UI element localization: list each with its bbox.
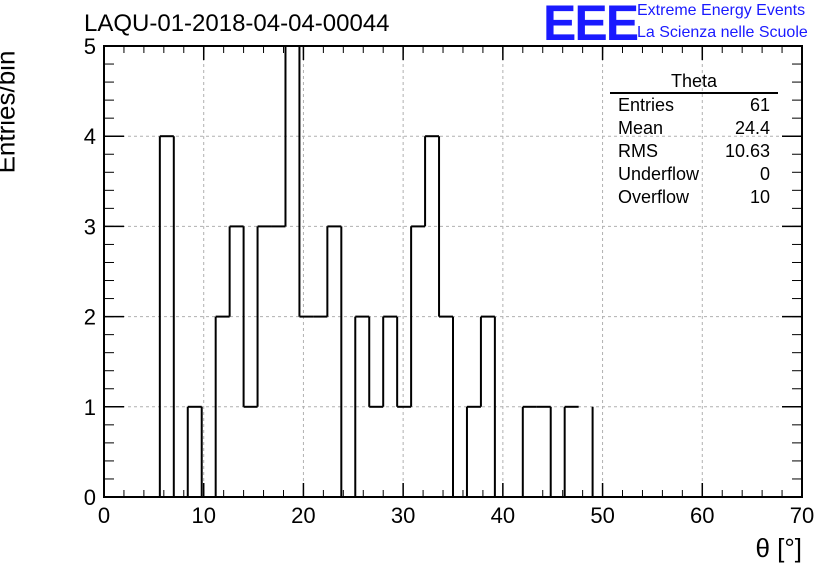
tick-labels: 0 10 20 30 40 50 60 70 0 1 2 3 4 5 [84,34,814,528]
x-tick-label: 30 [391,503,415,528]
y-tick-label: 3 [84,214,96,239]
stats-label: Mean [618,118,664,138]
stats-label: Underflow [618,164,700,184]
stats-row-rms: RMS 10.63 [610,140,778,163]
y-tick-label: 4 [84,124,96,149]
y-axis-label: Entries/bin [0,50,21,174]
y-tick-label: 5 [84,34,96,59]
stats-title: Theta [610,70,778,94]
x-tick-label: 50 [590,503,614,528]
logo-caption-line2: La Scienza nelle Scuole [637,24,808,41]
stats-row-entries: Entries 61 [610,94,778,117]
stats-row-underflow: Underflow 0 [610,163,778,186]
x-tick-label: 0 [98,503,110,528]
x-tick-label: 20 [291,503,315,528]
stats-label: Overflow [618,187,690,207]
x-tick-label: 40 [491,503,515,528]
y-tick-label: 2 [84,305,96,330]
stats-box: Theta Entries 61 Mean 24.4 RMS 10.63 Und… [610,70,778,209]
x-tick-label: 70 [790,503,814,528]
eee-logo: EEE [543,0,639,51]
stats-value: 24.4 [734,118,770,138]
logo-caption-line1: Extreme Energy Events [637,2,806,19]
x-tick-label: 60 [690,503,714,528]
stats-row-mean: Mean 24.4 [610,117,778,140]
stats-label: Entries [618,95,675,115]
stats-row-overflow: Overflow 10 [610,186,778,209]
histogram-bars [158,45,594,497]
y-tick-label: 1 [84,395,96,420]
axis-ticks [103,45,803,498]
y-axis-label-holder: Entries/bin [0,51,46,174]
chart-title: LAQU-01-2018-04-04-00044 [84,10,390,37]
plot-frame [103,45,803,498]
x-tick-label: 10 [191,503,215,528]
stats-value: 10.63 [724,141,770,161]
y-tick-label: 0 [84,485,96,510]
stats-value: 61 [749,95,770,115]
stats-value: 0 [759,164,770,184]
x-axis-label: θ [°] [755,533,802,563]
stats-value: 10 [749,187,770,207]
stats-label: RMS [618,141,658,161]
